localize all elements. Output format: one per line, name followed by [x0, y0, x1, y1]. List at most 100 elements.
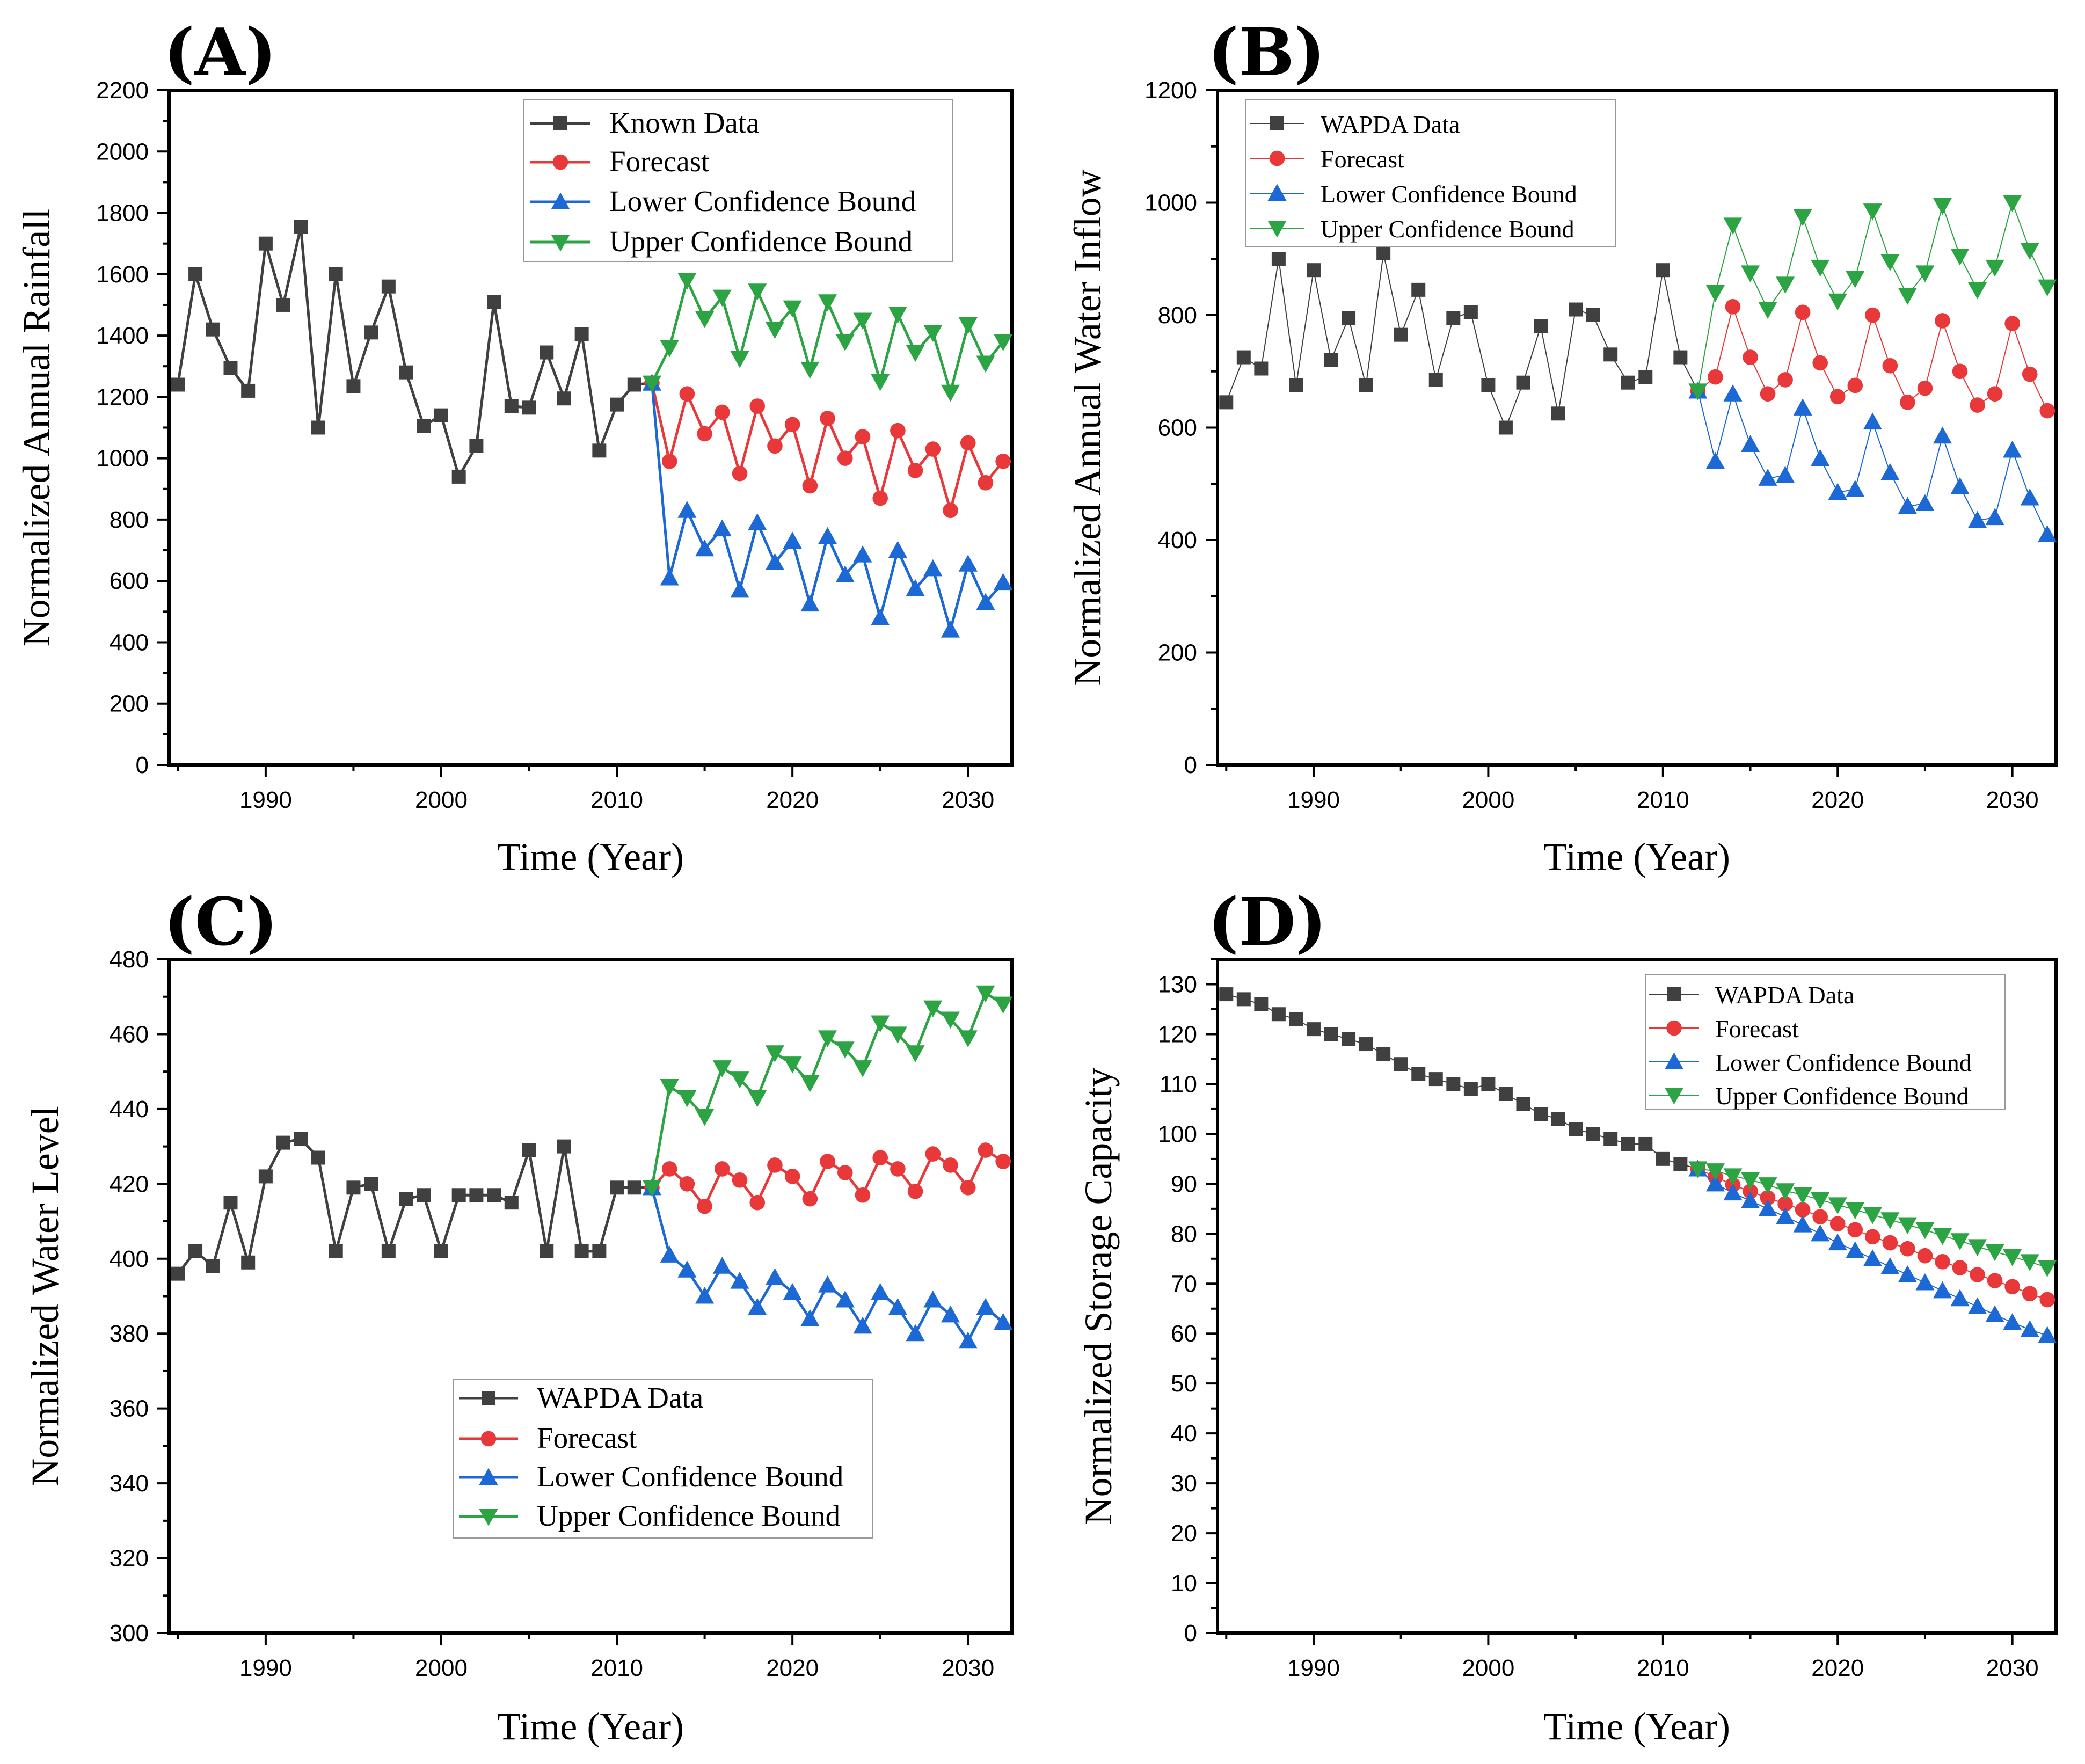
- y-tick-label: 600: [110, 568, 149, 594]
- y-tick-label: 130: [1158, 971, 1197, 997]
- data-point: [1569, 302, 1583, 317]
- data-point: [976, 1298, 995, 1315]
- chart-panel-1: (B) 0 200 400 600 800 1000 1200 1990 2000 2010 2020…: [1066, 13, 2058, 878]
- data-point: [677, 1260, 697, 1278]
- data-point: [1882, 358, 1898, 374]
- y-tick-label: 2200: [96, 77, 149, 104]
- series-3: [1688, 1161, 2057, 1278]
- data-point: [223, 361, 238, 375]
- legend-label: WAPDA Data: [1321, 111, 1460, 138]
- data-point: [715, 404, 730, 420]
- data-point: [783, 300, 802, 318]
- data-point: [1376, 246, 1391, 260]
- y-tick-label: 70: [1171, 1271, 1197, 1297]
- legend-swatch-marker: [1267, 184, 1287, 201]
- data-point: [469, 1188, 484, 1202]
- series-1: [1690, 1161, 2055, 1308]
- data-point: [907, 463, 923, 478]
- series-line: [176, 225, 652, 478]
- data-point: [890, 422, 906, 439]
- data-point: [1725, 298, 1741, 315]
- data-point: [800, 1309, 820, 1326]
- data-point: [783, 1282, 802, 1300]
- data-point: [1935, 313, 1950, 329]
- x-axis-title: Time (Year): [1543, 1705, 1730, 1748]
- data-point: [1898, 288, 1917, 305]
- data-point: [1898, 1265, 1917, 1282]
- data-point: [820, 411, 835, 426]
- series-1: [1690, 298, 2055, 419]
- data-point: [1446, 311, 1461, 325]
- data-point: [1915, 494, 1935, 511]
- data-point: [1551, 1112, 1565, 1126]
- data-point: [1743, 1183, 1758, 1199]
- y-tick-label: 40: [1171, 1420, 1197, 1447]
- data-point: [2022, 366, 2038, 382]
- data-point: [1793, 1215, 1812, 1233]
- data-point: [1968, 1239, 1987, 1257]
- data-point: [434, 408, 448, 422]
- data-point: [1324, 1027, 1338, 1041]
- data-point: [923, 559, 943, 577]
- legend-box: [453, 1379, 873, 1539]
- y-tick-label: 1200: [96, 384, 149, 410]
- data-point: [1900, 1241, 1915, 1257]
- data-point: [1933, 426, 1952, 444]
- series-3: [642, 985, 1013, 1197]
- legend-swatch-marker: [553, 116, 567, 130]
- x-tick-label: 2000: [415, 787, 468, 813]
- data-point: [1915, 265, 1935, 282]
- data-point: [1481, 1077, 1496, 1091]
- data-point: [941, 621, 960, 638]
- data-point: [941, 384, 960, 402]
- data-point: [540, 1244, 554, 1258]
- data-point: [958, 555, 978, 572]
- y-tick-label: 30: [1171, 1470, 1197, 1497]
- x-tick-label: 2020: [1811, 1655, 1864, 1681]
- data-point: [906, 345, 925, 362]
- data-point: [592, 443, 607, 458]
- y-tick-label: 460: [110, 1021, 149, 1047]
- data-point: [276, 1135, 290, 1150]
- data-point: [695, 539, 715, 557]
- data-point: [906, 579, 925, 596]
- data-point: [171, 1266, 185, 1281]
- y-tick-label: 110: [1160, 1071, 1197, 1097]
- y-tick-label: 0: [136, 752, 149, 778]
- data-point: [1829, 1216, 1846, 1232]
- data-point: [712, 1257, 732, 1274]
- data-point: [958, 1030, 978, 1047]
- data-point: [557, 1139, 571, 1154]
- series-line: [651, 383, 1004, 512]
- data-point: [697, 1198, 712, 1214]
- data-point: [730, 351, 749, 368]
- data-point: [890, 1161, 906, 1177]
- data-point: [994, 334, 1013, 352]
- data-point: [311, 1150, 326, 1165]
- data-point: [660, 1245, 679, 1263]
- data-point: [1811, 1192, 1830, 1209]
- data-point: [1758, 469, 1777, 486]
- data-point: [188, 267, 203, 281]
- data-point: [1534, 1107, 1548, 1121]
- x-tick-label: 2000: [415, 1655, 468, 1681]
- data-point: [784, 1169, 800, 1184]
- data-point: [1828, 1233, 1847, 1251]
- legend-swatch-marker: [1664, 1052, 1684, 1070]
- y-tick-label: 50: [1171, 1371, 1197, 1397]
- series-3: [1688, 195, 2057, 400]
- x-tick-label: 1990: [239, 1655, 292, 1681]
- data-point: [1463, 1082, 1478, 1096]
- data-point: [765, 553, 784, 570]
- panel-label: (D): [1208, 883, 1326, 960]
- x-axis-title: Time (Year): [497, 1705, 684, 1748]
- data-point: [1985, 508, 2004, 526]
- data-point: [642, 375, 662, 393]
- data-point: [976, 355, 995, 373]
- data-point: [1271, 1007, 1286, 1022]
- legend-box: [1245, 99, 1616, 247]
- x-tick-label: 2010: [590, 787, 643, 813]
- data-point: [1254, 361, 1269, 376]
- data-point: [748, 1090, 767, 1107]
- y-tick-label: 420: [110, 1171, 149, 1197]
